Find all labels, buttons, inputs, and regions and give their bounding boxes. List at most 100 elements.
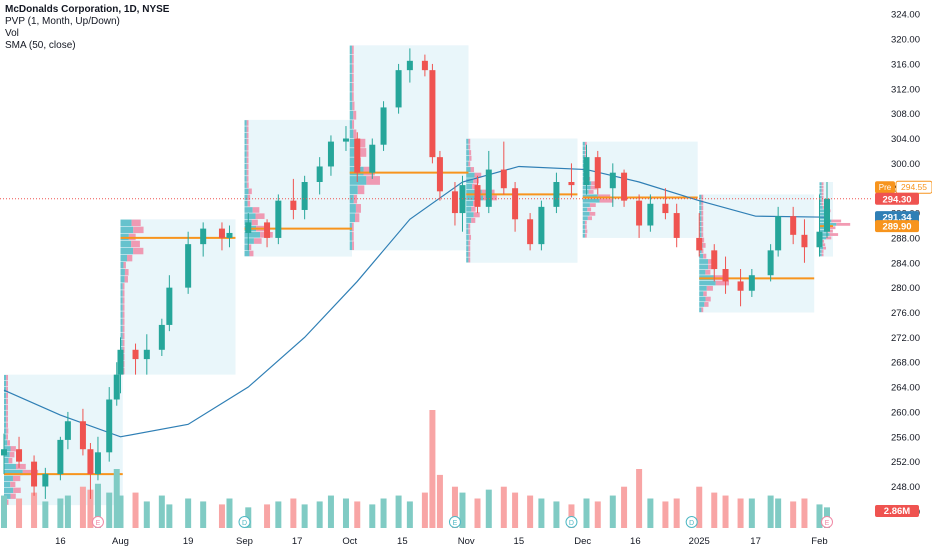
candle-body [158, 324, 165, 350]
volume-bar [737, 498, 744, 528]
profile-bar-up [819, 209, 826, 213]
candle-body [87, 449, 94, 475]
profile-bar-up [819, 226, 829, 230]
profile-bar-down [124, 269, 129, 276]
profile-bar-down [122, 297, 125, 304]
y-tick-label: 316.00 [891, 59, 920, 70]
indicator-pvp[interactable]: PVP (1, Month, Up/Down) [5, 16, 120, 27]
profile-bar-down [584, 150, 587, 155]
profile-bar-up [699, 216, 702, 221]
profile-bar-up [120, 311, 123, 318]
profile-bar-down [6, 499, 9, 505]
profile-bar-up [244, 169, 247, 176]
profile-bar-up [582, 146, 585, 151]
profile-bar-down [6, 374, 8, 381]
profile-bar-up [120, 318, 123, 325]
profile-bar-down [248, 188, 252, 195]
profile-bar-up [699, 291, 704, 297]
profile-bar-up [699, 205, 702, 211]
profile-bar-up [244, 232, 261, 238]
profile-bar-down [473, 212, 480, 218]
volume-bar [406, 501, 413, 528]
candle-body [94, 452, 101, 475]
profile-bar-down [246, 182, 249, 188]
profile-bar-up [699, 232, 702, 238]
candle-body [583, 157, 590, 186]
y-tick-label: 272.00 [891, 333, 920, 344]
x-tick-label: 17 [750, 536, 761, 547]
candle-body [621, 172, 628, 201]
profile-bar-up [819, 182, 822, 186]
profile-bar-up [349, 176, 367, 185]
candle-body [218, 228, 225, 238]
profile-bar-up [244, 213, 256, 219]
profile-bar-down [122, 325, 125, 332]
volume-bar [801, 498, 808, 528]
candle-body [538, 206, 545, 245]
profile-bar-down [591, 181, 599, 186]
profile-bar-down [828, 226, 836, 230]
profile-bar-down [821, 185, 824, 189]
profile-bar-down [122, 339, 125, 347]
profile-bar-up [349, 157, 356, 167]
candle-body [421, 60, 428, 71]
profile-bar-up [4, 422, 7, 428]
profile-bar-down [353, 194, 358, 204]
profile-bar-up [582, 225, 585, 229]
profile-bar-down [351, 54, 354, 64]
profile-bar-down [703, 291, 707, 297]
profile-bar-up [4, 487, 14, 493]
profile-bar-down [6, 410, 8, 416]
candle-body [64, 421, 71, 440]
profile-bar-down [122, 283, 125, 290]
profile-bar-up [466, 144, 469, 150]
candle-body [132, 349, 139, 360]
profile-bar-up [699, 194, 702, 200]
candle-body [451, 191, 458, 214]
profile-bar-up [699, 280, 716, 286]
profile-bar-up [466, 251, 469, 257]
y-tick-label: 312.00 [891, 84, 920, 95]
profile-bar-down [705, 269, 711, 275]
event-marker-label: E [825, 520, 830, 527]
profile-range-4 [466, 138, 578, 263]
volume-bar [527, 495, 534, 528]
volume-bar [647, 498, 654, 528]
symbol-title[interactable]: McDonalds Corporation, 1D, NYSE [5, 4, 170, 15]
profile-bar-up [349, 120, 353, 129]
candle-body [327, 141, 334, 167]
profile-bar-up [819, 253, 822, 257]
indicator-sma[interactable]: SMA (50, close) [5, 40, 76, 51]
candle-body [662, 203, 669, 214]
poc-badge-bg [875, 220, 919, 233]
profile-bar-up [244, 188, 249, 195]
event-marker-label: D [569, 520, 574, 527]
profile-bar-down [701, 216, 704, 221]
volume-bar [775, 498, 782, 528]
x-tick-label: Aug [112, 536, 129, 547]
volume-bar [316, 501, 323, 528]
profile-bar-up [244, 200, 248, 207]
profile-bar-up [244, 126, 247, 132]
indicator-vol[interactable]: Vol [5, 28, 19, 39]
profile-bar-down [590, 185, 597, 190]
x-tick-label: 15 [514, 536, 525, 547]
event-marker-label: E [96, 520, 101, 527]
volume-bar [512, 492, 519, 528]
profile-bar-up [819, 189, 822, 192]
volume-bar [143, 501, 150, 528]
poc-badge: 289.90 [882, 222, 911, 233]
profile-bar-up [582, 203, 590, 207]
profile-bar-down [584, 141, 587, 146]
profile-bar-up [699, 221, 702, 227]
profile-bar-down [823, 246, 826, 250]
volume-bar [748, 498, 755, 528]
profile-bar-down [351, 92, 354, 101]
profile-bar-up [244, 182, 247, 188]
profile-bar-down [704, 302, 709, 307]
volume-bar [42, 501, 49, 528]
profile-bar-up [120, 226, 134, 234]
profile-bar-down [351, 222, 354, 232]
profile-bar-down [468, 223, 471, 229]
